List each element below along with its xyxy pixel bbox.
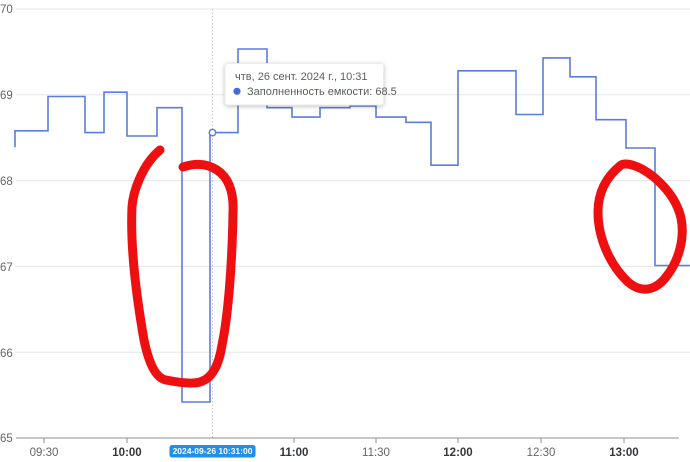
svg-text:10:00: 10:00 bbox=[112, 447, 141, 459]
svg-text:12:00: 12:00 bbox=[443, 447, 472, 459]
svg-text:13:00: 13:00 bbox=[609, 447, 638, 459]
svg-text:67: 67 bbox=[0, 262, 13, 274]
svg-text:68: 68 bbox=[0, 176, 13, 188]
svg-text:2024-09-26 10:31:00: 2024-09-26 10:31:00 bbox=[173, 446, 253, 456]
svg-text:чтв, 26 сент. 2024 г., 10:31: чтв, 26 сент. 2024 г., 10:31 bbox=[235, 71, 368, 83]
svg-text:Заполненность емкости: 68.5: Заполненность емкости: 68.5 bbox=[247, 86, 397, 98]
svg-text:12:30: 12:30 bbox=[527, 447, 556, 459]
svg-text:11:30: 11:30 bbox=[362, 447, 390, 459]
svg-text:69: 69 bbox=[0, 90, 13, 102]
svg-text:11:00: 11:00 bbox=[280, 447, 309, 459]
svg-text:66: 66 bbox=[0, 348, 13, 360]
svg-text:70: 70 bbox=[0, 4, 13, 16]
svg-text:65: 65 bbox=[0, 433, 13, 445]
svg-text:09:30: 09:30 bbox=[30, 447, 59, 459]
